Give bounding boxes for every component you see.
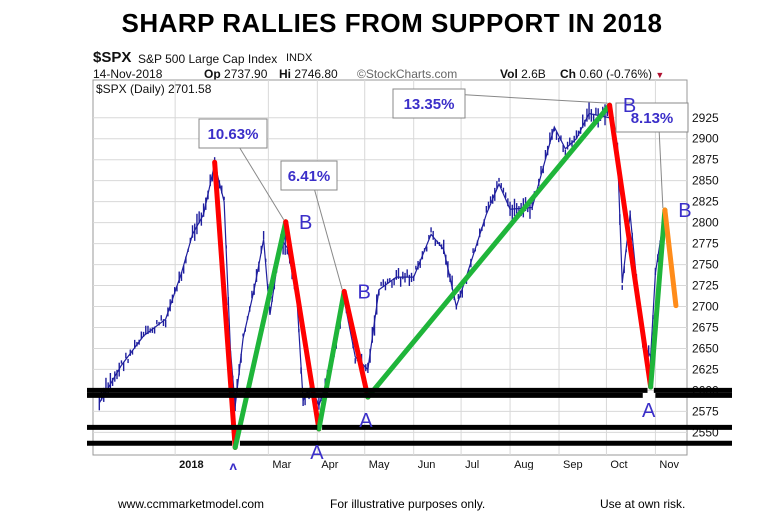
callout-label: 8.13% — [631, 110, 674, 127]
rally-line — [316, 288, 347, 432]
decline-line — [607, 102, 654, 390]
callout-pointer — [314, 189, 343, 290]
y-tick-label: 2750 — [692, 258, 719, 272]
decline-line — [212, 159, 238, 450]
header-change: Ch 0.60 (-0.76%) ▼ — [560, 67, 665, 81]
callout-box — [280, 160, 338, 191]
header-date: 14-Nov-2018 — [93, 67, 163, 81]
x-tick-label: Nov — [659, 459, 679, 470]
rally-line — [365, 102, 613, 400]
x-tick-label: May — [369, 459, 390, 470]
x-axis: 2018 Mar Apr May Jun Jul Aug Sep Oct Nov — [179, 459, 679, 470]
y-tick-label: 2875 — [692, 153, 719, 167]
x-tick-label: Sep — [563, 459, 583, 470]
header-open: Op 2737.90 — [204, 67, 268, 81]
chart-title: SHARP RALLIES FROM SUPPORT IN 2018 — [121, 8, 663, 38]
y-tick-label: 2650 — [692, 341, 719, 355]
callout-label: 6.41% — [288, 168, 331, 185]
x-tick-label: Jul — [465, 459, 479, 470]
rally-callouts: 10.63% 6.41% 13.35% 8.13% — [198, 88, 689, 290]
callout-pointer — [658, 131, 664, 209]
header-high: Hi 2746.80 — [279, 67, 338, 81]
y-tick-label: 2775 — [692, 237, 719, 251]
header-name: S&P 500 Large Cap Index — [138, 52, 278, 66]
y-tick-label: 2925 — [692, 111, 719, 125]
y-tick-label: 2800 — [692, 216, 719, 230]
y-tick-label: 2850 — [692, 174, 719, 188]
header-volume: Vol 2.6B — [500, 67, 546, 81]
rally-line — [232, 219, 289, 450]
plot-area — [92, 79, 688, 456]
marker-b: B — [358, 281, 371, 303]
footer-risk: Use at own risk. — [600, 497, 686, 511]
marker-b: B — [299, 212, 312, 234]
y-tick-label: 2575 — [692, 404, 719, 418]
support-lines — [87, 387, 732, 446]
callout-pointer — [239, 147, 285, 221]
legend-text: $SPX (Daily) 2701.58 — [96, 82, 212, 96]
decline-line — [341, 288, 371, 400]
marker-a: A — [642, 400, 656, 422]
marker-a: A — [359, 410, 373, 432]
x-tick-label: Jun — [418, 459, 436, 470]
footer-website: www.ccmmarketmodel.com — [118, 497, 265, 511]
callout-label: 10.63% — [208, 126, 259, 143]
footer-disclaimer: For illustrative purposes only. — [330, 497, 486, 511]
y-axis: 2550257526002625265026752700272527502775… — [692, 111, 719, 440]
callout-box — [392, 88, 466, 119]
price-chart: $SPX (Daily) 2701.58 2018 Mar Apr May Jun Jul… — [87, 79, 732, 470]
marker-a: A — [227, 460, 241, 470]
y-tick-label: 2625 — [692, 362, 719, 376]
x-tick-label: Oct — [610, 459, 627, 470]
y-tick-label: 2725 — [692, 279, 719, 293]
swing-markers: A B A B A B A B — [227, 95, 692, 470]
header-symbol: $SPX — [93, 49, 132, 66]
x-tick-label: 2018 — [179, 459, 203, 470]
callout-box — [615, 102, 689, 133]
marker-a: A — [310, 442, 324, 464]
callout-pointer — [464, 94, 608, 104]
y-tick-label: 2900 — [692, 132, 719, 146]
y-tick-label: 2700 — [692, 300, 719, 314]
x-tick-label: Mar — [272, 459, 291, 470]
x-tick-label: Aug — [514, 459, 534, 470]
header-exchange: INDX — [286, 52, 313, 64]
partial-line — [662, 207, 679, 309]
marker-b: B — [623, 95, 636, 117]
marker-b: B — [678, 200, 691, 222]
header-source: ©StockCharts.com — [357, 67, 458, 81]
x-tick-label: Apr — [321, 459, 338, 470]
rally-line — [648, 207, 668, 390]
y-tick-label: 2675 — [692, 320, 719, 334]
y-tick-label: 2825 — [692, 195, 719, 209]
callout-box — [198, 118, 268, 149]
callout-label: 13.35% — [404, 96, 455, 113]
